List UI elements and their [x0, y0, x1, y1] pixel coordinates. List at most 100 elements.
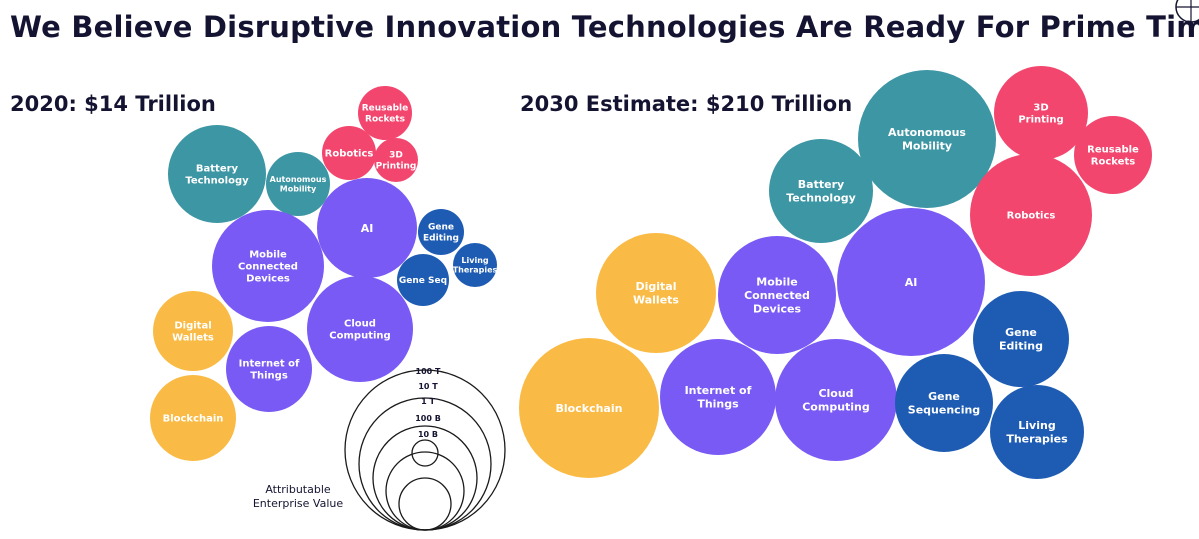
bubble-label: Printing: [376, 162, 417, 172]
bubble-circle: [837, 208, 985, 356]
bubble-circle: [226, 326, 312, 412]
legend-ring-label: 10 B: [418, 430, 438, 439]
bubble-label: Internet of: [685, 384, 752, 397]
bubble-circle: [596, 233, 716, 353]
bubble-circle: [519, 338, 659, 478]
legend-title: Enterprise Value: [253, 497, 344, 510]
legend-ring-label: 100 B: [415, 414, 441, 423]
bubble-circle: [453, 243, 497, 287]
bubble-battery-technology: Battery Technology: [168, 125, 266, 223]
bubble-label: Devices: [753, 302, 802, 315]
bubble-label: 3D: [1033, 102, 1048, 113]
bubble-label: Gene: [1005, 326, 1037, 339]
bubble-label: Digital: [636, 280, 677, 293]
bubble-circle: [660, 339, 776, 455]
bubble-label: Living: [461, 256, 488, 265]
legend-ring: [344, 369, 506, 531]
legend-ring: [398, 477, 452, 531]
bubble-blockchain: Blockchain: [150, 375, 236, 461]
bubble-circle: [322, 126, 376, 180]
bubble-label: Gene: [928, 390, 960, 403]
bubble-label: Rockets: [1091, 157, 1135, 168]
bubble-label: AI: [361, 222, 374, 235]
bubble-circle: [153, 291, 233, 371]
bubble-cloud-computing: Cloud Computing: [307, 276, 413, 382]
bubble-label: Blockchain: [556, 402, 623, 415]
legend-ring-label: 1 T: [421, 397, 435, 406]
legend-ring: [411, 439, 439, 467]
bubble-label: Living: [1018, 419, 1055, 432]
bubble-circle: [418, 209, 464, 255]
legend-title: Attributable: [265, 483, 331, 496]
bubble-circle: [858, 70, 996, 208]
bubble-label: Blockchain: [163, 414, 224, 425]
bubble-robotics: Robotics: [322, 126, 376, 180]
bubble-robotics: Robotics: [970, 154, 1092, 276]
bubble-blockchain: Blockchain: [519, 338, 659, 478]
bubble-label: Things: [250, 371, 288, 382]
bubble-label: Reusable: [362, 104, 409, 114]
legend-ring-label: 10 T: [418, 382, 438, 391]
bubble-ai: AI: [317, 178, 417, 278]
bubble-circle: [317, 178, 417, 278]
bubble-circle: [168, 125, 266, 223]
bubble-circle: [775, 339, 897, 461]
bubble-label: Autonomous: [270, 175, 327, 184]
bubble-circle: [397, 254, 449, 306]
bubble-label: Connected: [744, 289, 810, 302]
bubble-circle: [358, 86, 412, 140]
page-title: We Believe Disruptive Innovation Technol…: [10, 10, 1199, 44]
bubble-circle: [895, 354, 993, 452]
bubble-label: Robotics: [325, 149, 374, 160]
bubble-label: Wallets: [172, 333, 214, 344]
bubble-gene-sequencing: Gene Seq: [397, 254, 449, 306]
bubble-circle: [266, 152, 330, 216]
bubble-label: Things: [697, 398, 739, 411]
bubble-circle: [307, 276, 413, 382]
bubble-label: Cloud: [818, 387, 853, 400]
bubble-circle: [718, 236, 836, 354]
bubble-label: Gene Seq: [399, 276, 447, 286]
bubble-label: Mobile: [756, 275, 797, 288]
bubble-circle: [994, 66, 1088, 160]
bubble-label: Gene: [428, 223, 454, 233]
bubble-label: Technology: [786, 192, 856, 205]
bubble-label: Rockets: [365, 115, 405, 125]
bubble-label: Therapies: [453, 266, 498, 275]
legend-ring-label: 100 T: [416, 367, 441, 376]
bubble-label: Reusable: [1087, 144, 1139, 155]
bubble-digital-wallets: Digital Wallets: [153, 291, 233, 371]
bubble-ai: AI: [837, 208, 985, 356]
bubble-circle: [374, 138, 418, 182]
bubble-3d-printing: 3D Printing: [994, 66, 1088, 160]
bubble-label: Connected: [238, 262, 298, 273]
bubble-circle: [1074, 116, 1152, 194]
bubble-label: Mobile: [249, 249, 287, 260]
bubble-label: Robotics: [1007, 211, 1056, 222]
bubble-label: Editing: [423, 234, 459, 244]
bubble-label: Printing: [1018, 115, 1063, 126]
bubble-circle: [769, 139, 873, 243]
bubble-circle: [150, 375, 236, 461]
bubble-label: 3D: [389, 151, 403, 161]
chart-title-2030: 2030 Estimate: $210 Trillion: [520, 92, 853, 116]
bubble-label: Battery: [798, 178, 844, 191]
bubble-label: Digital: [174, 320, 211, 331]
bubble-circle: [970, 154, 1092, 276]
